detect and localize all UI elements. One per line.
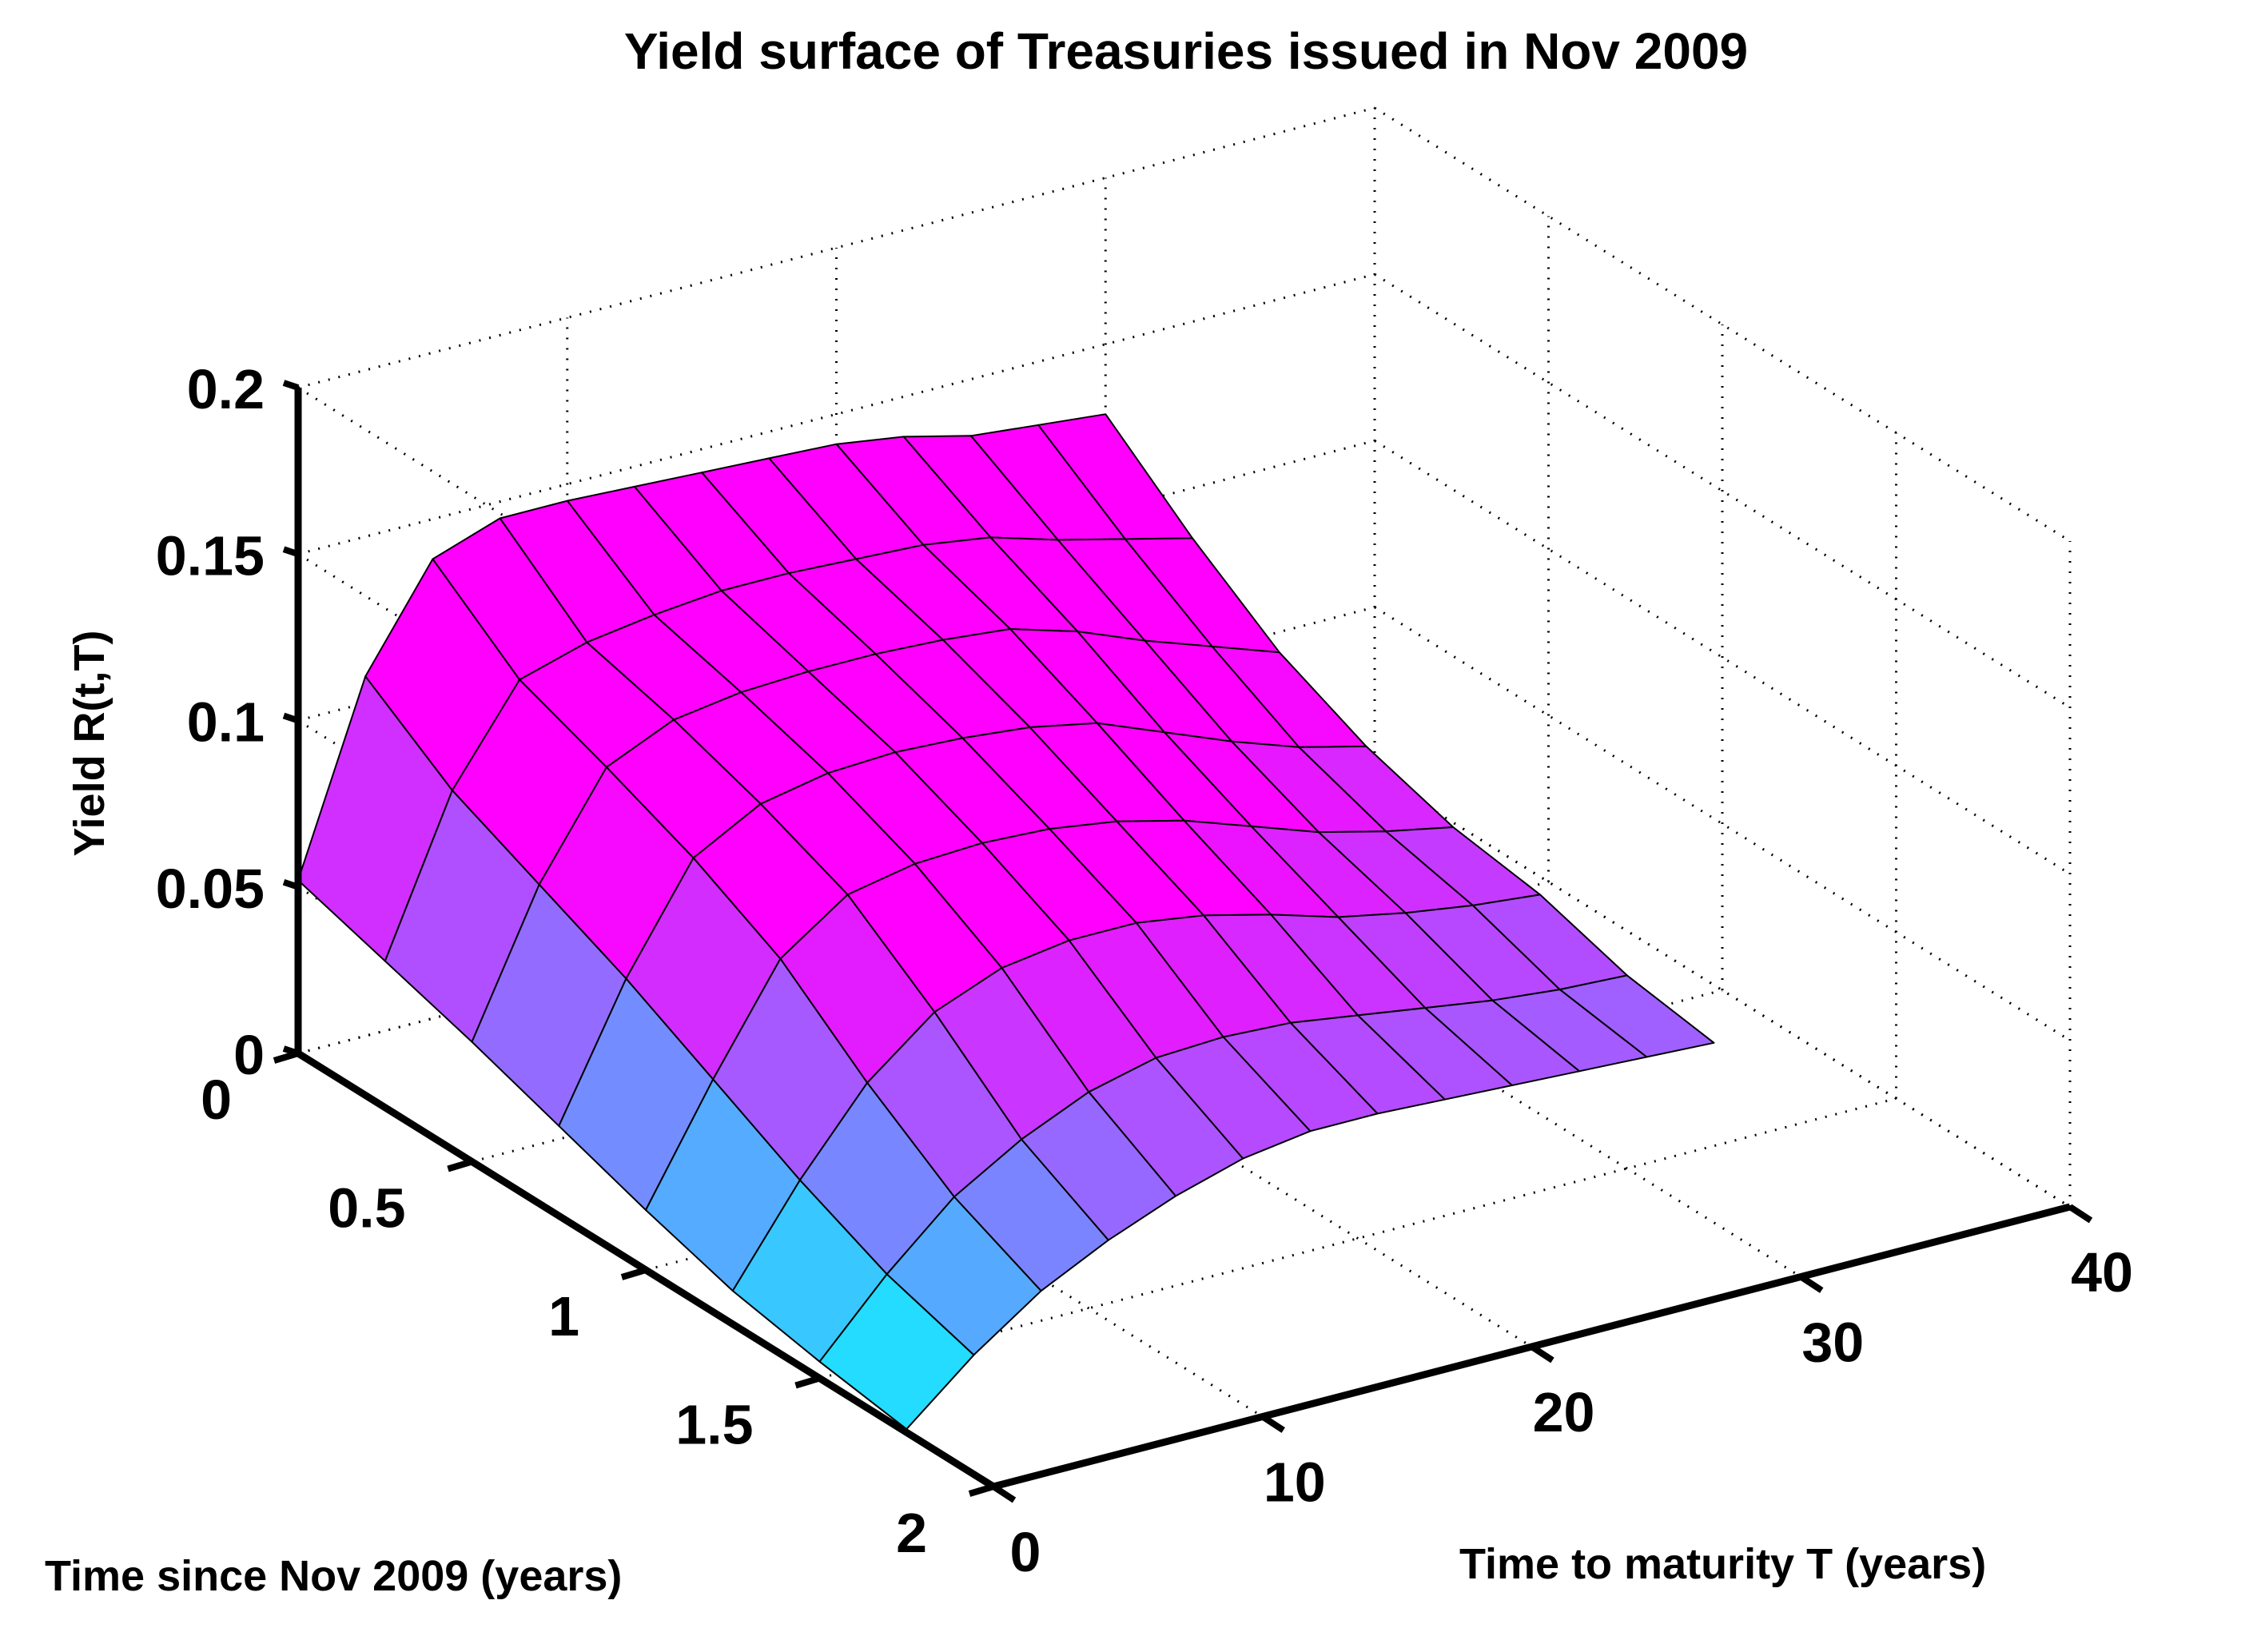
y-tick-label: 30 <box>1801 1312 1864 1374</box>
grid-line <box>1374 106 2071 543</box>
x-tick-label: 2 <box>896 1502 927 1564</box>
z-tick-mark <box>282 878 300 890</box>
grid-line <box>1374 606 2071 1042</box>
grid-line <box>297 106 1375 389</box>
surface-mesh <box>297 413 1715 1431</box>
y-tick-label: 20 <box>1533 1381 1595 1443</box>
grid-line <box>1374 440 2071 875</box>
z-tick-mark <box>282 546 300 558</box>
chart-title: Yield surface of Treasuries issued in No… <box>624 22 1748 80</box>
z-axis-label: Yield R(t,T) <box>66 631 113 857</box>
y-tick-label: 10 <box>1264 1451 1326 1514</box>
y-axis-label: Time to maturity T (years) <box>1459 1540 1986 1588</box>
z-tick-mark <box>282 712 300 724</box>
y-tick-mark <box>991 1483 1017 1503</box>
x-tick-label: 1 <box>548 1285 579 1347</box>
x-tick-mark <box>447 1158 473 1172</box>
z-tick-label: 0.05 <box>156 858 265 920</box>
x-tick-mark <box>273 1050 300 1064</box>
z-tick-label: 0.1 <box>187 691 265 754</box>
x-tick-label: 0 <box>201 1069 232 1131</box>
y-tick-mark <box>1260 1414 1285 1433</box>
x-tick-mark <box>794 1375 821 1389</box>
y-tick-mark <box>1799 1274 1824 1293</box>
z-tick-mark <box>282 380 300 391</box>
x-tick-label: 0.5 <box>328 1177 405 1240</box>
y-tick-label: 40 <box>2071 1241 2133 1304</box>
x-tick-mark <box>620 1267 647 1280</box>
x-tick-label: 1.5 <box>675 1394 753 1456</box>
z-tick-label: 0 <box>233 1024 265 1086</box>
z-tick-label: 0.15 <box>156 524 265 587</box>
y-tick-mark <box>2068 1204 2093 1224</box>
surface-face <box>818 1273 975 1431</box>
y-tick-label: 0 <box>1010 1521 1041 1583</box>
y-tick-mark <box>1530 1343 1554 1363</box>
grid-line <box>1374 772 2071 1208</box>
x-axis-label: Time since Nov 2009 (years) <box>45 1552 622 1600</box>
x-tick-mark <box>968 1483 995 1497</box>
z-tick-label: 0.2 <box>187 358 265 420</box>
grid-line <box>297 386 994 822</box>
grid-line <box>1374 273 2071 709</box>
